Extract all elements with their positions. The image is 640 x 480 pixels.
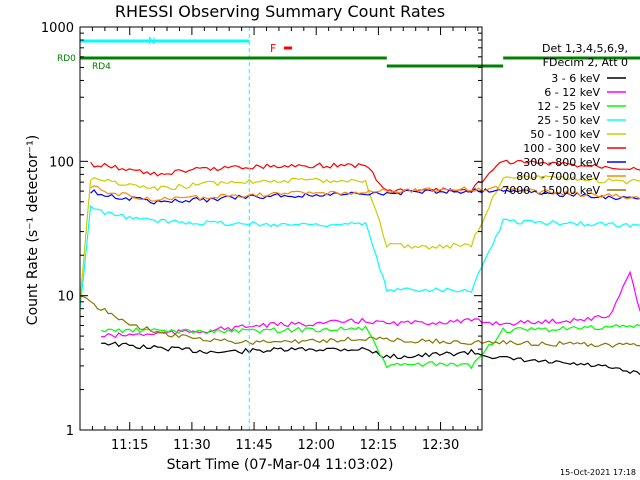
y-axis-label: Count Rate (s⁻¹ detector⁻¹) — [25, 135, 41, 325]
series-line-6 — [90, 187, 640, 205]
plot-area: NF — [79, 27, 640, 430]
legend-label-4: 50 - 100 keV — [530, 128, 600, 141]
legend: Det 1,3,4,5,6,9,FDecim 2, Att 0 3 - 6 keV… — [502, 42, 628, 197]
legend-label-5: 100 - 300 keV — [523, 142, 600, 155]
x-axis-label: Start Time (07-Mar-04 11:03:02) — [167, 457, 394, 473]
x-tick-label-1: 11:30 — [173, 438, 210, 453]
plot-frame — [79, 26, 483, 431]
series-line-0 — [101, 341, 640, 376]
legend-header-0: Det 1,3,4,5,6,9, — [542, 42, 628, 55]
series-line-2 — [100, 323, 640, 370]
flag-rd4-label: RD4 — [92, 62, 111, 72]
legend-label-0: 3 - 6 keV — [551, 72, 600, 85]
legend-label-3: 25 - 50 keV — [537, 114, 600, 127]
legend-label-6: 300 - 800 keV — [523, 156, 600, 169]
x-tick-label-0: 11:15 — [111, 438, 148, 453]
series-line-4 — [79, 174, 640, 301]
x-tick-label-3: 12:00 — [297, 438, 334, 453]
y-tick-label-1: 10 — [57, 290, 74, 305]
footer-date: 15-Oct-2021 17:18 — [560, 468, 636, 477]
x-tick-label-2: 11:45 — [235, 438, 272, 453]
x-tick-label-4: 12:15 — [360, 438, 397, 453]
y-tick-label-0: 1 — [66, 424, 74, 439]
series-line-7 — [90, 185, 640, 202]
chart-title: RHESSI Observing Summary Count Rates — [115, 2, 445, 21]
axes: RD0 RD4 11:15 11:30 11:45 12:00 12:15 12:30 1 10 1… — [41, 21, 482, 453]
legend-label-2: 12 - 25 keV — [537, 100, 600, 113]
y-tick-label-3: 1000 — [41, 21, 74, 36]
legend-header-1: FDecim 2, Att 0 — [543, 56, 628, 69]
legend-label-8: 7000 - 15000 keV — [502, 184, 600, 197]
series-line-1 — [101, 270, 640, 339]
flag-n-label: N — [148, 36, 155, 47]
legend-label-1: 6 - 12 keV — [544, 86, 600, 99]
series-line-8 — [79, 295, 640, 348]
series-line-5 — [90, 159, 640, 194]
y-tick-label-2: 100 — [49, 155, 74, 170]
legend-label-7: 800 - 7000 keV — [516, 170, 600, 183]
series-line-3 — [79, 204, 640, 308]
flag-f-label: F — [270, 42, 276, 55]
x-tick-label-5: 12:30 — [422, 438, 459, 453]
flag-rd0-label: RD0 — [57, 54, 76, 64]
